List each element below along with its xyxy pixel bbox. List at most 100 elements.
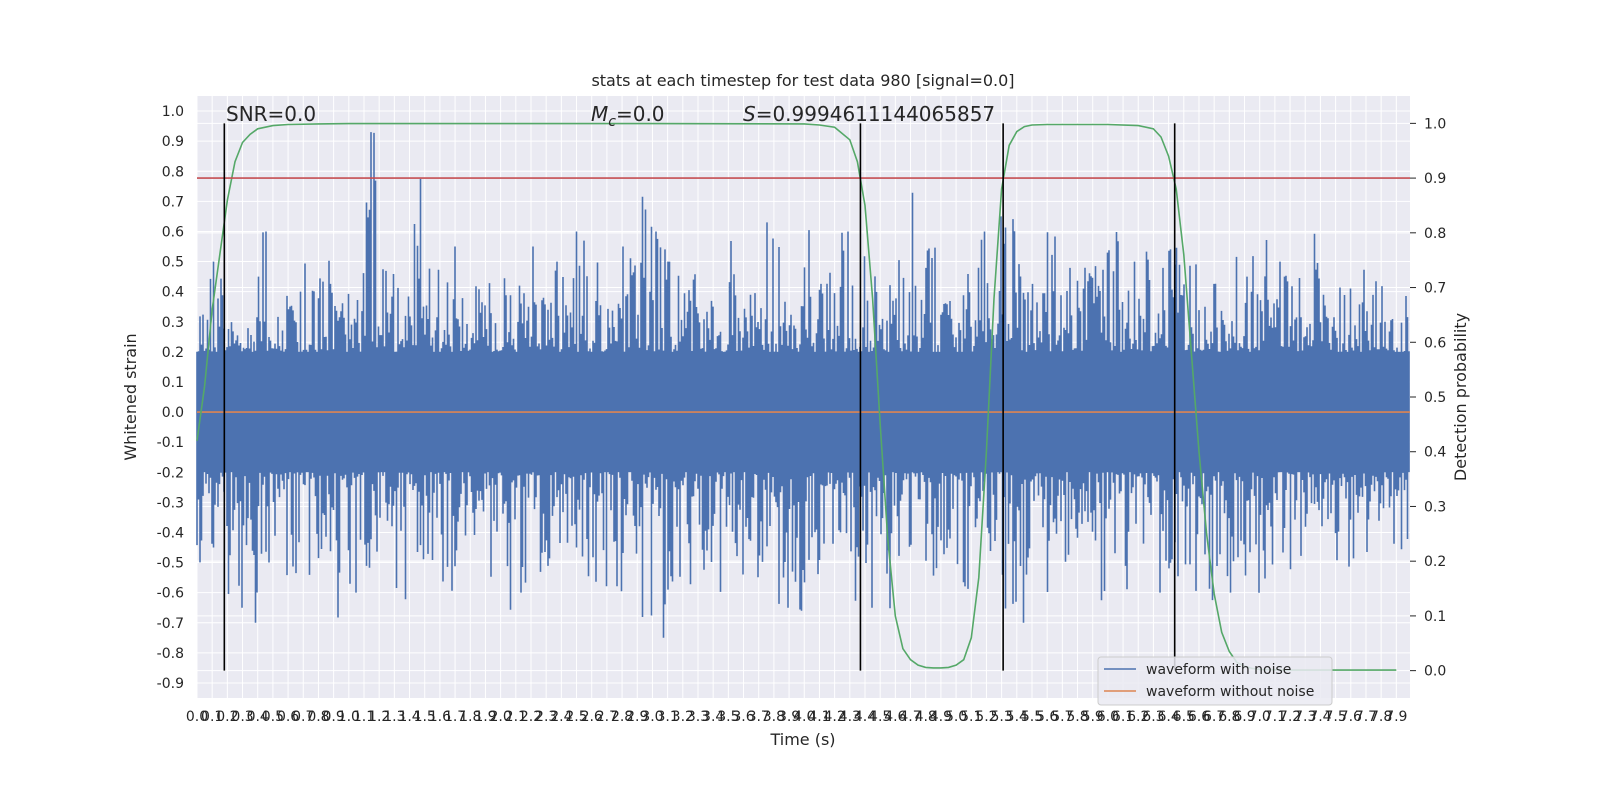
- x-tick-label: 1.0: [338, 709, 360, 725]
- vertical-markers: [223, 123, 1176, 671]
- x-tick-label: 7.8: [1370, 709, 1392, 725]
- x-tick-label: 4.7: [899, 709, 921, 725]
- y-tick-label: -0.4: [157, 525, 184, 541]
- y-tick-label: 1.0: [162, 104, 184, 120]
- x-tick-label: 0.0: [186, 709, 208, 725]
- x-tick-label: 3.4: [702, 709, 724, 725]
- x-tick-label: 6.8: [1218, 709, 1240, 725]
- x-tick-label: 5.7: [1051, 709, 1073, 725]
- line-series: [196, 122, 1410, 671]
- x-tick-label: 2.7: [596, 709, 618, 725]
- x-tick-label: 6.4: [1157, 709, 1179, 725]
- x-tick-label: 4.8: [915, 709, 937, 725]
- x-tick-label: 6.7: [1203, 709, 1225, 725]
- y2-tick-label: 0.6: [1424, 335, 1446, 351]
- x-tick-label: 6.1: [1112, 709, 1134, 725]
- y-tick-label: -0.5: [157, 556, 184, 572]
- x-tick-label: 0.6: [277, 709, 299, 725]
- x-tick-label: 3.6: [732, 709, 754, 725]
- legend-box: [1097, 656, 1333, 706]
- x-tick-label: 7.2: [1279, 709, 1301, 725]
- y2-tick-label: 0.5: [1424, 390, 1446, 406]
- snr-annotation: SNR=0.0: [226, 102, 316, 126]
- x-tick-label: 4.5: [869, 709, 891, 725]
- chirp-mass-subscript: c: [608, 114, 616, 130]
- chirp-mass-value: =0.0: [616, 102, 665, 126]
- y2-tick-label: 0.4: [1424, 445, 1446, 461]
- x-tick-label: 3.2: [672, 709, 694, 725]
- x-tick-label: 6.5: [1173, 709, 1195, 725]
- x-tick-label: 4.4: [854, 709, 876, 725]
- x-tick-label: 2.6: [581, 709, 603, 725]
- x-tick-label: 4.0: [793, 709, 815, 725]
- chirp-mass-annotation: Mc=0.0: [591, 102, 665, 130]
- x-tick-label: 1.8: [459, 709, 481, 725]
- x-tick-label: 1.6: [429, 709, 451, 725]
- legend-label-clean: waveform without noise: [1146, 684, 1314, 700]
- x-tick-label: 2.9: [626, 709, 648, 725]
- y-tick-label: -0.3: [157, 495, 184, 511]
- chirp-mass-symbol: M: [591, 102, 608, 126]
- y2-axis-label: Detection probability: [1451, 313, 1470, 481]
- x-tick-label: 6.0: [1097, 709, 1119, 725]
- legend: waveform with noise waveform without noi…: [1097, 656, 1333, 706]
- x-tick-label: 4.3: [839, 709, 861, 725]
- y-tick-label: -0.1: [157, 435, 184, 451]
- y-tick-label: 0.8: [162, 164, 184, 180]
- y-axis-label: Whitened strain: [121, 333, 140, 460]
- y-tick-label: 0.9: [162, 134, 184, 150]
- x-tick-label: 6.2: [1127, 709, 1149, 725]
- x-tick-label: 2.1: [505, 709, 527, 725]
- y-tick-label: -0.6: [157, 586, 184, 602]
- x-tick-label: 5.4: [1006, 709, 1028, 725]
- x-tick-label: 7.6: [1340, 709, 1362, 725]
- x-tick-label: 3.7: [748, 709, 770, 725]
- y-tick-label: 0.5: [162, 255, 184, 271]
- x-tick-label: 5.5: [1021, 709, 1043, 725]
- x-tick-label: 4.9: [930, 709, 952, 725]
- y2-tick-label: 0.1: [1424, 609, 1446, 625]
- x-tick-label: 1.1: [353, 709, 375, 725]
- x-tick-label: 1.2: [368, 709, 390, 725]
- x-tick-label: 0.9: [323, 709, 345, 725]
- x-tick-label: 7.4: [1309, 709, 1331, 725]
- axes: 0.00.10.20.30.40.50.60.70.80.91.01.11.21…: [157, 104, 1447, 725]
- x-tick-label: 0.4: [247, 709, 269, 725]
- x-tick-label: 7.7: [1355, 709, 1377, 725]
- x-tick-label: 5.0: [945, 709, 967, 725]
- y2-tick-label: 0.9: [1424, 171, 1446, 187]
- x-tick-label: 6.9: [1233, 709, 1255, 725]
- y-tick-label: -0.2: [157, 465, 184, 481]
- x-tick-label: 5.3: [990, 709, 1012, 725]
- score-symbol: S: [743, 102, 756, 126]
- x-tick-label: 2.0: [489, 709, 511, 725]
- x-tick-label: 1.9: [474, 709, 496, 725]
- x-tick-label: 4.2: [823, 709, 845, 725]
- x-tick-label: 1.7: [444, 709, 466, 725]
- x-tick-label: 5.6: [1036, 709, 1058, 725]
- legend-label-noise: waveform with noise: [1146, 662, 1291, 678]
- x-tick-label: 7.0: [1249, 709, 1271, 725]
- x-tick-label: 3.0: [641, 709, 663, 725]
- y2-tick-label: 0.7: [1424, 281, 1446, 297]
- x-tick-label: 2.5: [565, 709, 587, 725]
- y-tick-label: -0.8: [157, 646, 184, 662]
- x-tick-label: 2.4: [550, 709, 572, 725]
- x-tick-label: 0.1: [201, 709, 223, 725]
- x-tick-label: 2.3: [535, 709, 557, 725]
- x-tick-label: 1.4: [398, 709, 420, 725]
- x-tick-label: 3.9: [778, 709, 800, 725]
- x-tick-label: 3.3: [687, 709, 709, 725]
- x-tick-label: 0.7: [292, 709, 314, 725]
- x-tick-label: 5.1: [960, 709, 982, 725]
- x-tick-label: 5.9: [1082, 709, 1104, 725]
- y-tick-label: 0.2: [162, 345, 184, 361]
- x-tick-label: 6.3: [1142, 709, 1164, 725]
- y-tick-label: 0.0: [162, 405, 184, 421]
- y-tick-label: 0.4: [162, 285, 184, 301]
- y-tick-label: 0.1: [162, 375, 184, 391]
- detection-probability-line: [196, 122, 1397, 671]
- x-tick-label: 1.5: [414, 709, 436, 725]
- chart-title: stats at each timestep for test data 980…: [591, 71, 1014, 90]
